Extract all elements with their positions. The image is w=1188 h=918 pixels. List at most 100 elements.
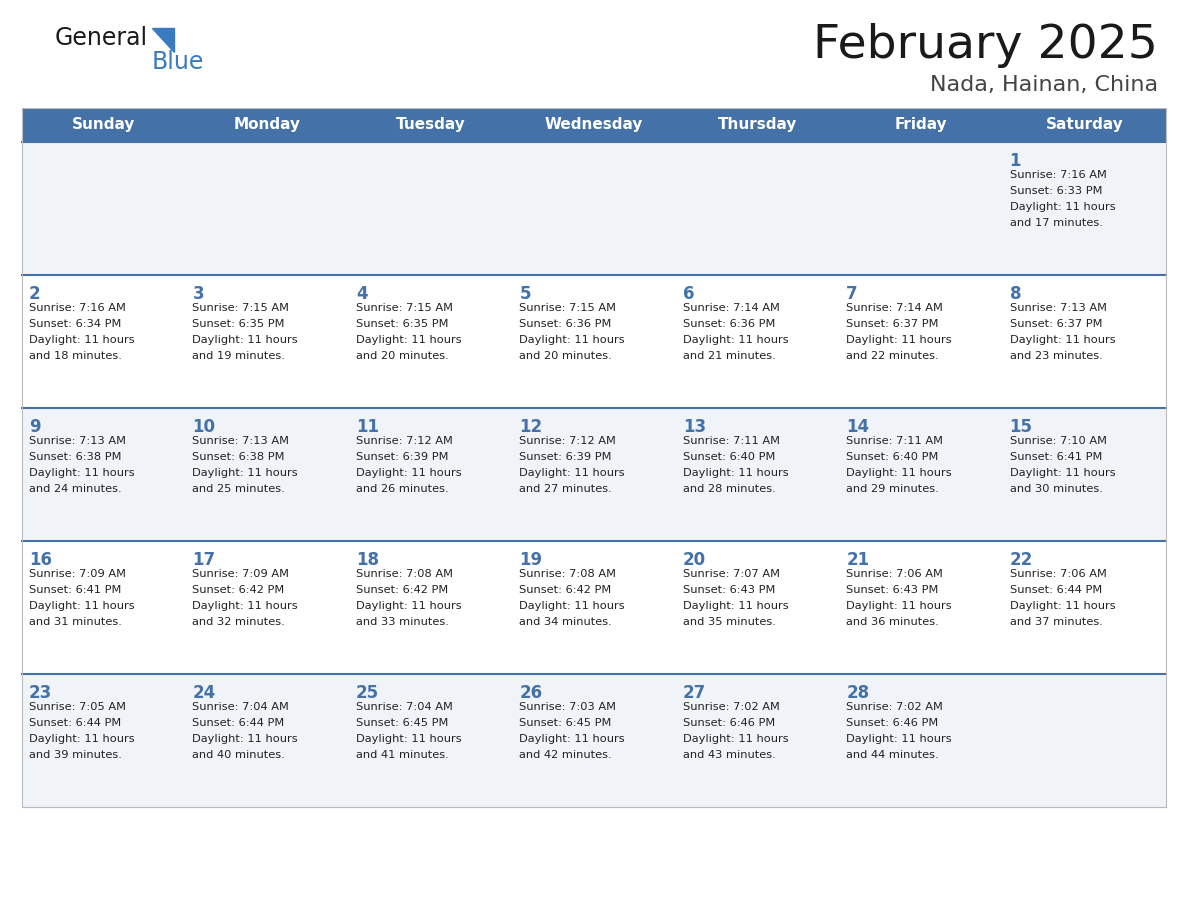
Text: Daylight: 11 hours: Daylight: 11 hours	[683, 601, 789, 611]
Text: Sunrise: 7:02 AM: Sunrise: 7:02 AM	[683, 702, 779, 712]
Text: Sunrise: 7:16 AM: Sunrise: 7:16 AM	[1010, 170, 1106, 180]
Text: Daylight: 11 hours: Daylight: 11 hours	[29, 468, 134, 478]
Text: and 20 minutes.: and 20 minutes.	[356, 351, 449, 361]
Text: Sunset: 6:40 PM: Sunset: 6:40 PM	[683, 452, 775, 462]
Text: Daylight: 11 hours: Daylight: 11 hours	[192, 468, 298, 478]
Text: 19: 19	[519, 551, 543, 569]
Text: Sunrise: 7:12 AM: Sunrise: 7:12 AM	[519, 436, 617, 446]
Text: Daylight: 11 hours: Daylight: 11 hours	[356, 601, 461, 611]
Text: 14: 14	[846, 418, 870, 436]
Text: Sunset: 6:41 PM: Sunset: 6:41 PM	[1010, 452, 1102, 462]
Text: Daylight: 11 hours: Daylight: 11 hours	[29, 335, 134, 345]
Text: and 37 minutes.: and 37 minutes.	[1010, 617, 1102, 627]
Text: 1: 1	[1010, 152, 1020, 170]
Text: and 36 minutes.: and 36 minutes.	[846, 617, 939, 627]
Text: and 17 minutes.: and 17 minutes.	[1010, 218, 1102, 228]
Text: Sunrise: 7:13 AM: Sunrise: 7:13 AM	[192, 436, 290, 446]
Text: Sunrise: 7:14 AM: Sunrise: 7:14 AM	[846, 303, 943, 313]
Text: Tuesday: Tuesday	[396, 118, 466, 132]
Text: Sunrise: 7:02 AM: Sunrise: 7:02 AM	[846, 702, 943, 712]
Text: and 32 minutes.: and 32 minutes.	[192, 617, 285, 627]
Text: and 25 minutes.: and 25 minutes.	[192, 484, 285, 494]
Text: February 2025: February 2025	[813, 23, 1158, 68]
Text: Daylight: 11 hours: Daylight: 11 hours	[1010, 335, 1116, 345]
Text: Sunrise: 7:13 AM: Sunrise: 7:13 AM	[29, 436, 126, 446]
Text: Sunset: 6:34 PM: Sunset: 6:34 PM	[29, 319, 121, 329]
Text: 17: 17	[192, 551, 215, 569]
Text: 25: 25	[356, 684, 379, 702]
Text: Sunset: 6:37 PM: Sunset: 6:37 PM	[846, 319, 939, 329]
Text: 22: 22	[1010, 551, 1032, 569]
Text: and 21 minutes.: and 21 minutes.	[683, 351, 776, 361]
Text: Daylight: 11 hours: Daylight: 11 hours	[356, 734, 461, 744]
Text: Sunrise: 7:09 AM: Sunrise: 7:09 AM	[29, 569, 126, 579]
Text: 11: 11	[356, 418, 379, 436]
Text: and 44 minutes.: and 44 minutes.	[846, 750, 939, 760]
Text: Friday: Friday	[895, 118, 947, 132]
Bar	[23, 275, 1165, 408]
Text: General: General	[55, 26, 148, 50]
Text: Thursday: Thursday	[718, 118, 797, 132]
Text: Sunrise: 7:08 AM: Sunrise: 7:08 AM	[356, 569, 453, 579]
Text: and 29 minutes.: and 29 minutes.	[846, 484, 939, 494]
Text: and 33 minutes.: and 33 minutes.	[356, 617, 449, 627]
Text: Sunrise: 7:08 AM: Sunrise: 7:08 AM	[519, 569, 617, 579]
Text: Sunrise: 7:06 AM: Sunrise: 7:06 AM	[1010, 569, 1106, 579]
Text: 13: 13	[683, 418, 706, 436]
Text: Sunset: 6:35 PM: Sunset: 6:35 PM	[192, 319, 285, 329]
Text: and 41 minutes.: and 41 minutes.	[356, 750, 449, 760]
Text: and 40 minutes.: and 40 minutes.	[192, 750, 285, 760]
Text: and 23 minutes.: and 23 minutes.	[1010, 351, 1102, 361]
Text: Sunrise: 7:10 AM: Sunrise: 7:10 AM	[1010, 436, 1106, 446]
Text: 27: 27	[683, 684, 706, 702]
Text: Daylight: 11 hours: Daylight: 11 hours	[1010, 601, 1116, 611]
Text: 2: 2	[29, 285, 40, 303]
Bar	[23, 674, 1165, 807]
Text: Sunrise: 7:03 AM: Sunrise: 7:03 AM	[519, 702, 617, 712]
Bar	[23, 408, 1165, 541]
Text: Daylight: 11 hours: Daylight: 11 hours	[519, 734, 625, 744]
Text: Sunrise: 7:04 AM: Sunrise: 7:04 AM	[192, 702, 290, 712]
Text: Sunset: 6:37 PM: Sunset: 6:37 PM	[1010, 319, 1102, 329]
Text: Sunrise: 7:07 AM: Sunrise: 7:07 AM	[683, 569, 779, 579]
Text: Daylight: 11 hours: Daylight: 11 hours	[356, 468, 461, 478]
Text: Sunset: 6:42 PM: Sunset: 6:42 PM	[519, 585, 612, 595]
Text: Sunset: 6:46 PM: Sunset: 6:46 PM	[683, 718, 775, 728]
Text: 28: 28	[846, 684, 870, 702]
Text: 4: 4	[356, 285, 367, 303]
Text: Daylight: 11 hours: Daylight: 11 hours	[683, 734, 789, 744]
Text: Sunset: 6:36 PM: Sunset: 6:36 PM	[683, 319, 775, 329]
Text: 5: 5	[519, 285, 531, 303]
Text: Sunset: 6:44 PM: Sunset: 6:44 PM	[1010, 585, 1101, 595]
Bar	[23, 142, 1165, 275]
Text: and 39 minutes.: and 39 minutes.	[29, 750, 122, 760]
Text: Sunset: 6:41 PM: Sunset: 6:41 PM	[29, 585, 121, 595]
Text: and 18 minutes.: and 18 minutes.	[29, 351, 122, 361]
Text: 7: 7	[846, 285, 858, 303]
Text: Sunset: 6:38 PM: Sunset: 6:38 PM	[29, 452, 121, 462]
Text: Sunset: 6:39 PM: Sunset: 6:39 PM	[356, 452, 448, 462]
Text: and 28 minutes.: and 28 minutes.	[683, 484, 776, 494]
Text: and 19 minutes.: and 19 minutes.	[192, 351, 285, 361]
Text: Daylight: 11 hours: Daylight: 11 hours	[29, 601, 134, 611]
Text: Sunrise: 7:14 AM: Sunrise: 7:14 AM	[683, 303, 779, 313]
Text: and 31 minutes.: and 31 minutes.	[29, 617, 122, 627]
Text: Sunset: 6:39 PM: Sunset: 6:39 PM	[519, 452, 612, 462]
Text: Daylight: 11 hours: Daylight: 11 hours	[519, 335, 625, 345]
Text: 15: 15	[1010, 418, 1032, 436]
Text: Daylight: 11 hours: Daylight: 11 hours	[846, 601, 952, 611]
Text: Sunset: 6:44 PM: Sunset: 6:44 PM	[29, 718, 121, 728]
Text: and 26 minutes.: and 26 minutes.	[356, 484, 449, 494]
Text: and 24 minutes.: and 24 minutes.	[29, 484, 121, 494]
Text: Sunset: 6:33 PM: Sunset: 6:33 PM	[1010, 186, 1102, 196]
Text: 12: 12	[519, 418, 543, 436]
Text: Daylight: 11 hours: Daylight: 11 hours	[519, 468, 625, 478]
Text: Sunrise: 7:06 AM: Sunrise: 7:06 AM	[846, 569, 943, 579]
Text: Sunrise: 7:16 AM: Sunrise: 7:16 AM	[29, 303, 126, 313]
Text: Sunrise: 7:11 AM: Sunrise: 7:11 AM	[683, 436, 779, 446]
Text: Sunset: 6:40 PM: Sunset: 6:40 PM	[846, 452, 939, 462]
Text: Sunset: 6:42 PM: Sunset: 6:42 PM	[192, 585, 285, 595]
Text: 26: 26	[519, 684, 543, 702]
Text: Sunset: 6:38 PM: Sunset: 6:38 PM	[192, 452, 285, 462]
Text: Sunset: 6:44 PM: Sunset: 6:44 PM	[192, 718, 285, 728]
